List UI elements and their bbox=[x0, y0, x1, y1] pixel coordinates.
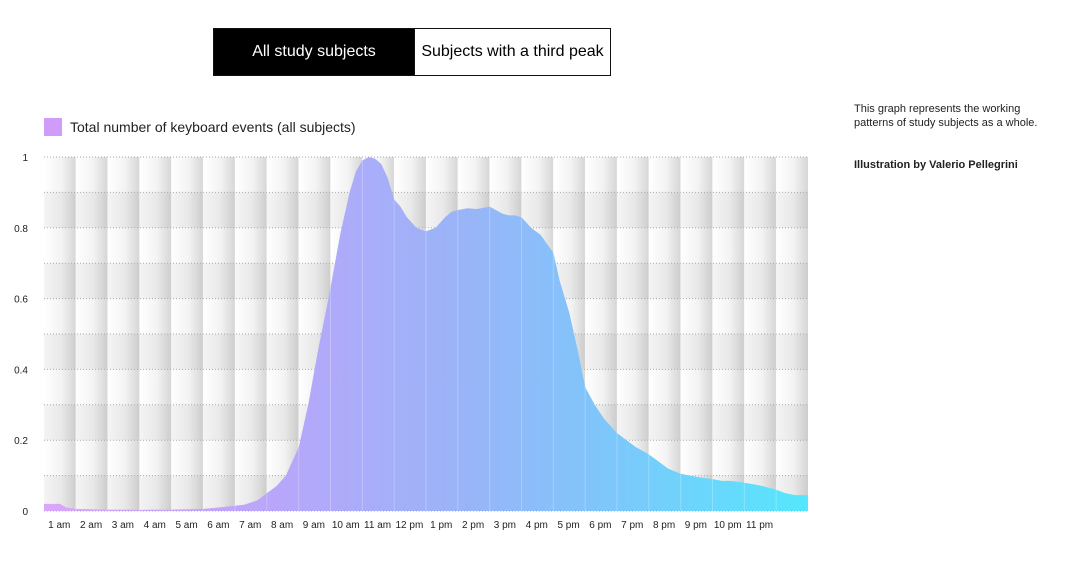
x-tick-label: 3 pm bbox=[494, 520, 516, 531]
x-tick-label: 11 am bbox=[364, 520, 391, 531]
grid-band bbox=[44, 192, 808, 228]
x-tick-label: 3 am bbox=[112, 520, 134, 531]
x-tick-label: 7 am bbox=[239, 520, 261, 531]
hour-column bbox=[75, 157, 108, 511]
column-dividers bbox=[75, 157, 777, 511]
y-tick-label: 0.2 bbox=[14, 436, 28, 447]
x-tick-label: 7 pm bbox=[621, 520, 643, 531]
chart-legend: Total number of keyboard events (all sub… bbox=[44, 118, 356, 136]
x-tick-label: 10 am bbox=[332, 520, 360, 531]
x-tick-label: 5 pm bbox=[557, 520, 579, 531]
x-tick-label: 9 pm bbox=[685, 520, 707, 531]
x-tick-label: 11 pm bbox=[746, 520, 773, 531]
hour-column bbox=[235, 157, 267, 511]
x-tick-label: 4 pm bbox=[526, 520, 548, 531]
series-area-keyboard-events bbox=[44, 157, 808, 511]
illustration-credit: Illustration by Valerio Pellegrini bbox=[854, 159, 1018, 171]
tab-subjects-third-peak[interactable]: Subjects with a third peak bbox=[414, 29, 610, 75]
hour-column bbox=[776, 157, 808, 511]
y-tick-label: 0.4 bbox=[14, 365, 28, 376]
tab-all-study-subjects[interactable]: All study subjects bbox=[214, 29, 414, 75]
legend-swatch bbox=[44, 118, 62, 136]
hour-column bbox=[648, 157, 681, 511]
x-tick-label: 12 pm bbox=[396, 520, 424, 531]
legend-label: Total number of keyboard events (all sub… bbox=[70, 119, 356, 135]
x-tick-label: 2 pm bbox=[462, 520, 484, 531]
y-tick-label: 1 bbox=[22, 153, 28, 164]
x-tick-label: 1 am bbox=[48, 520, 70, 531]
x-tick-label: 6 am bbox=[207, 520, 229, 531]
x-tick-label: 2 am bbox=[80, 520, 102, 531]
x-tick-label: 10 pm bbox=[714, 520, 742, 531]
x-tick-label: 1 pm bbox=[430, 520, 452, 531]
y-tick-label: 0.8 bbox=[14, 224, 28, 235]
x-tick-label: 6 pm bbox=[589, 520, 611, 531]
y-tick-label: 0 bbox=[22, 507, 28, 518]
y-tick-label: 0.6 bbox=[14, 295, 28, 306]
x-tick-label: 4 am bbox=[144, 520, 166, 531]
hour-column bbox=[203, 157, 235, 511]
chart-description: This graph represents the working patter… bbox=[854, 103, 1038, 129]
x-tick-label: 8 am bbox=[271, 520, 293, 531]
x-tick-label: 9 am bbox=[303, 520, 325, 531]
view-tabs: All study subjects Subjects with a third… bbox=[213, 28, 611, 76]
x-tick-label: 5 am bbox=[175, 520, 197, 531]
x-tick-label: 8 pm bbox=[653, 520, 675, 531]
